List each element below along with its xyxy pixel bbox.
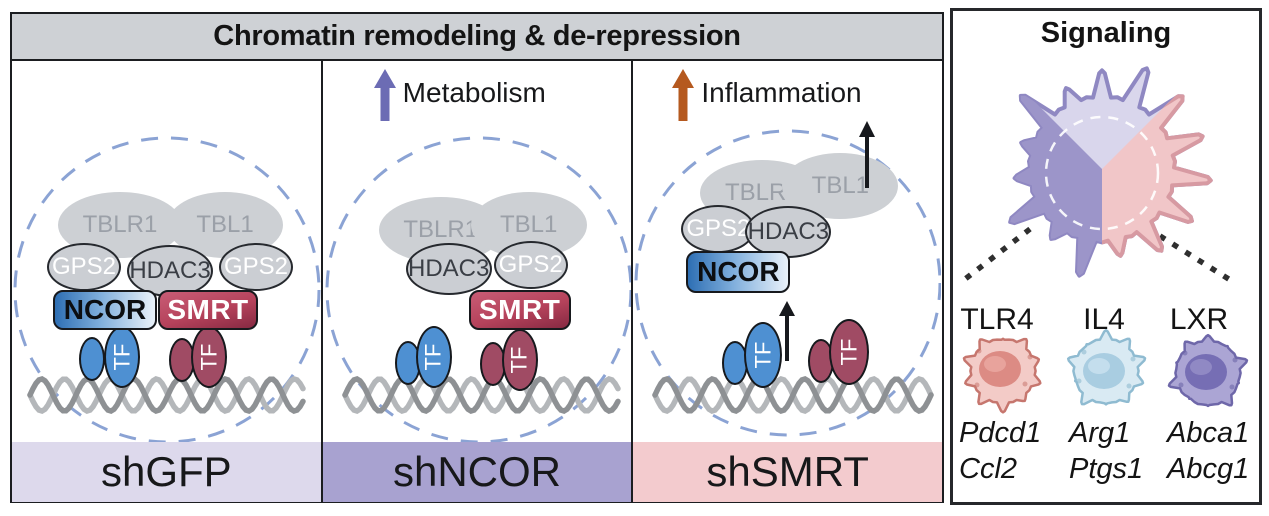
chromatin-section-title: Chromatin remodeling & de-repression [213, 20, 741, 52]
up-arrow-icon [672, 69, 695, 121]
signaling-section-title: Signaling [1040, 17, 1172, 49]
derepression-up-arrow-icon [779, 301, 796, 361]
gps2-label: GPS2 [51, 253, 117, 280]
gene-label: Pdcd1 [959, 417, 1042, 449]
gps2-subunit-left: GPS2 [47, 243, 121, 291]
condition-panels: TBLR1 TBL1 GPS2 HDAC3 GPS2 TF TF NCOR SM… [12, 61, 943, 502]
tbl1-label: TBL1 [811, 172, 870, 199]
nucleus-and-dna-graphic-shncor [325, 136, 632, 442]
smrt-corepressor: SMRT [468, 290, 571, 330]
macrophage-illustration [1008, 66, 1213, 278]
condition-band-shsmrt: shSMRT [633, 442, 943, 502]
up-arrow-icon [373, 69, 396, 121]
smrt-corepressor: SMRT [158, 290, 258, 330]
gps2-subunit-right: GPS2 [219, 243, 293, 291]
nucleus-dashed-circle [634, 129, 942, 437]
lxr-macrophage-cell [1167, 333, 1249, 408]
tf-red-large: TF [829, 319, 870, 385]
receptor-label-lxr: LXR [1169, 303, 1229, 336]
tf-red-large: TF [191, 326, 227, 388]
panel-shsmrt: Inflammation TBLR1 TBL1 GPS2 HDAC3 NCOR … [631, 61, 943, 502]
macrophage-left-sector [1010, 68, 1102, 276]
gene-label: Abca1 [1167, 417, 1250, 449]
tf-label: TF [506, 346, 532, 374]
condition-band-shncor: shNCOR [322, 442, 632, 502]
smrt-label: SMRT [479, 294, 561, 325]
panel-shncor: Metabolism TBLR1 TBL1 HDAC3 GPS2 TF TF S… [320, 61, 632, 502]
gene-list-tlr4: Pdcd1 Ccl2 [959, 415, 1041, 487]
chromatin-remodeling-section: Chromatin remodeling & de-repression TBL… [10, 12, 944, 503]
dna-strand-front [27, 376, 306, 414]
tf-blue-large: TF [104, 326, 140, 388]
release-up-arrow-icon [859, 121, 876, 188]
macrophage-inner-dashed-circle [1044, 115, 1160, 231]
ncor-corepressor: NCOR [686, 251, 791, 293]
nucleus-and-dna-graphic-shgfp [13, 136, 321, 442]
gps2-subunit: GPS2 [681, 205, 756, 253]
tf-blue-small [79, 337, 105, 381]
tlr4-macrophage-cell [962, 337, 1042, 414]
tblr1-label: TBLR1 [403, 216, 479, 243]
inflammation-annotation: Inflammation [671, 69, 862, 121]
ncor-label: NCOR [697, 256, 780, 287]
gps2-label: GPS2 [223, 253, 289, 280]
gene-label: Ptgs1 [1069, 453, 1144, 485]
tf-label: TF [420, 343, 446, 371]
condition-label: shSMRT [706, 448, 869, 495]
gps2-subunit: GPS2 [493, 241, 568, 289]
macrophage-right-outline [1102, 66, 1213, 278]
ncor-label: NCOR [63, 294, 147, 325]
tf-red-large: TF [501, 329, 538, 391]
gps2-label: GPS2 [498, 251, 563, 278]
receptor-label-tlr4: TLR4 [960, 303, 1034, 336]
gene-label: Abcg1 [1167, 453, 1250, 485]
tf-label: TF [195, 343, 221, 371]
section-header-chromatin: Chromatin remodeling & de-repression [12, 14, 942, 61]
nucleus-dashed-circle [325, 136, 632, 442]
panel-shgfp: TBLR1 TBL1 GPS2 HDAC3 GPS2 TF TF NCOR SM… [12, 61, 321, 502]
inflammation-label: Inflammation [701, 77, 862, 108]
gene-list-lxr: Abca1 Abcg1 [1167, 415, 1249, 487]
hdac3-subunit: HDAC3 [405, 243, 492, 295]
tf-label: TF [836, 338, 862, 366]
gene-label: Ccl2 [959, 453, 1018, 485]
tbl1-label: TBL1 [196, 211, 254, 238]
hdac3-label: HDAC3 [747, 218, 830, 245]
gene-list-il4: Arg1 Ptgs1 [1069, 415, 1143, 487]
condition-label: shNCOR [392, 448, 562, 495]
tbl1-label: TBL1 [499, 211, 558, 238]
dna-strand-front [341, 376, 621, 414]
tf-label: TF [750, 341, 776, 369]
gene-label: Arg1 [1069, 417, 1131, 449]
il4-macrophage-cell [1066, 329, 1147, 406]
condition-label: shGFP [100, 448, 232, 495]
gps2-label: GPS2 [686, 215, 751, 242]
smrt-label: SMRT [167, 294, 249, 325]
dna-strand-front [652, 376, 935, 414]
tf-blue-large: TF [744, 322, 783, 388]
nucleus-dashed-circle [13, 136, 321, 442]
nucleus-and-dna-graphic-shsmrt [634, 129, 942, 437]
signaling-section: Signaling TLR4 [950, 8, 1262, 505]
tblr1-label: TBLR1 [82, 211, 158, 238]
metabolism-annotation: Metabolism [373, 69, 546, 121]
hdac3-label: HDAC3 [129, 257, 211, 284]
metabolism-label: Metabolism [402, 77, 546, 108]
tf-label: TF [108, 343, 134, 371]
tf-blue-large: TF [415, 326, 452, 388]
hdac3-label: HDAC3 [407, 255, 490, 282]
condition-band-shgfp: shGFP [12, 442, 321, 502]
ncor-corepressor: NCOR [53, 290, 157, 330]
